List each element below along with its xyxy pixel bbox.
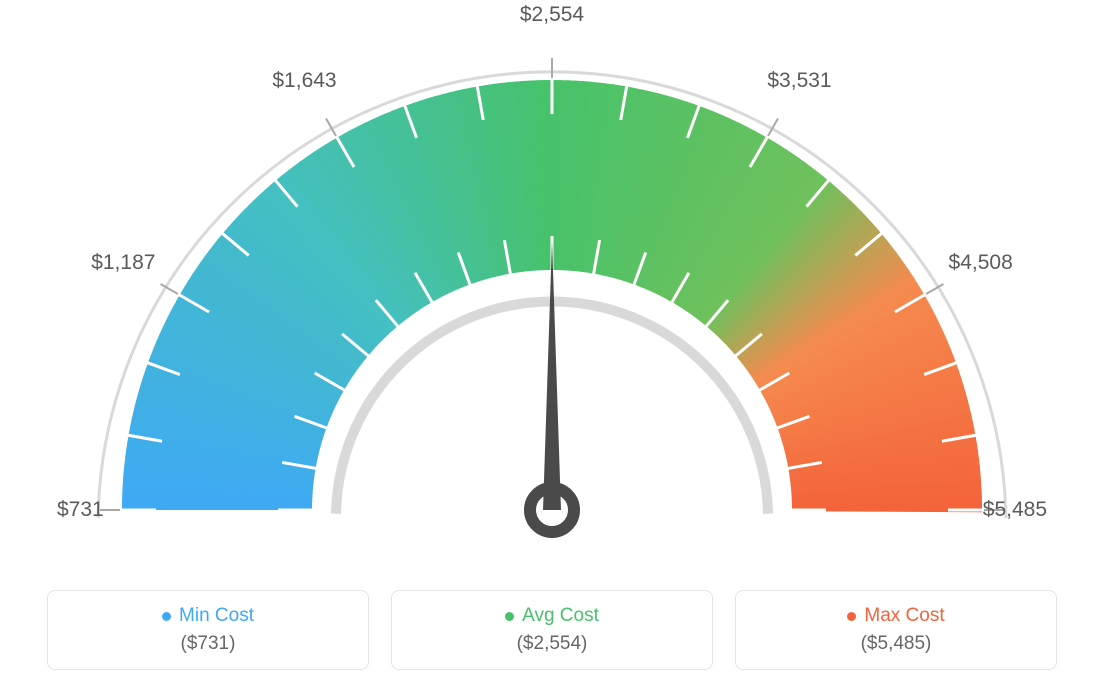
legend-text-max: Max Cost <box>864 605 944 627</box>
legend-dot-avg <box>505 612 514 621</box>
legend-value-avg: ($2,554) <box>392 633 712 655</box>
legend-text-min: Min Cost <box>179 605 254 627</box>
legend-card-max: Max Cost ($5,485) <box>735 590 1057 670</box>
tick-label: $1,643 <box>272 69 336 93</box>
tick-label: $731 <box>57 498 104 522</box>
legend-dot-min <box>162 612 171 621</box>
legend-card-min: Min Cost ($731) <box>47 590 369 670</box>
legend-text-avg: Avg Cost <box>522 605 599 627</box>
legend-row: Min Cost ($731) Avg Cost ($2,554) Max Co… <box>0 590 1104 670</box>
legend-value-max: ($5,485) <box>736 633 1056 655</box>
gauge-svg <box>0 0 1104 560</box>
legend-value-min: ($731) <box>48 633 368 655</box>
cost-gauge-chart: $731 $1,187 $1,643 $2,554 $3,531 $4,508 $5,485… <box>0 0 1104 690</box>
tick-label: $2,554 <box>520 3 584 27</box>
legend-label-max: Max Cost <box>847 605 944 627</box>
legend-label-min: Min Cost <box>162 605 254 627</box>
gauge-area: $731 $1,187 $1,643 $2,554 $3,531 $4,508 $5,485 <box>0 0 1104 560</box>
legend-dot-max <box>847 612 856 621</box>
legend-card-avg: Avg Cost ($2,554) <box>391 590 713 670</box>
tick-label: $1,187 <box>91 251 155 275</box>
tick-label: $3,531 <box>767 69 831 93</box>
legend-label-avg: Avg Cost <box>505 605 599 627</box>
tick-label: $5,485 <box>983 498 1047 522</box>
tick-label: $4,508 <box>949 251 1013 275</box>
